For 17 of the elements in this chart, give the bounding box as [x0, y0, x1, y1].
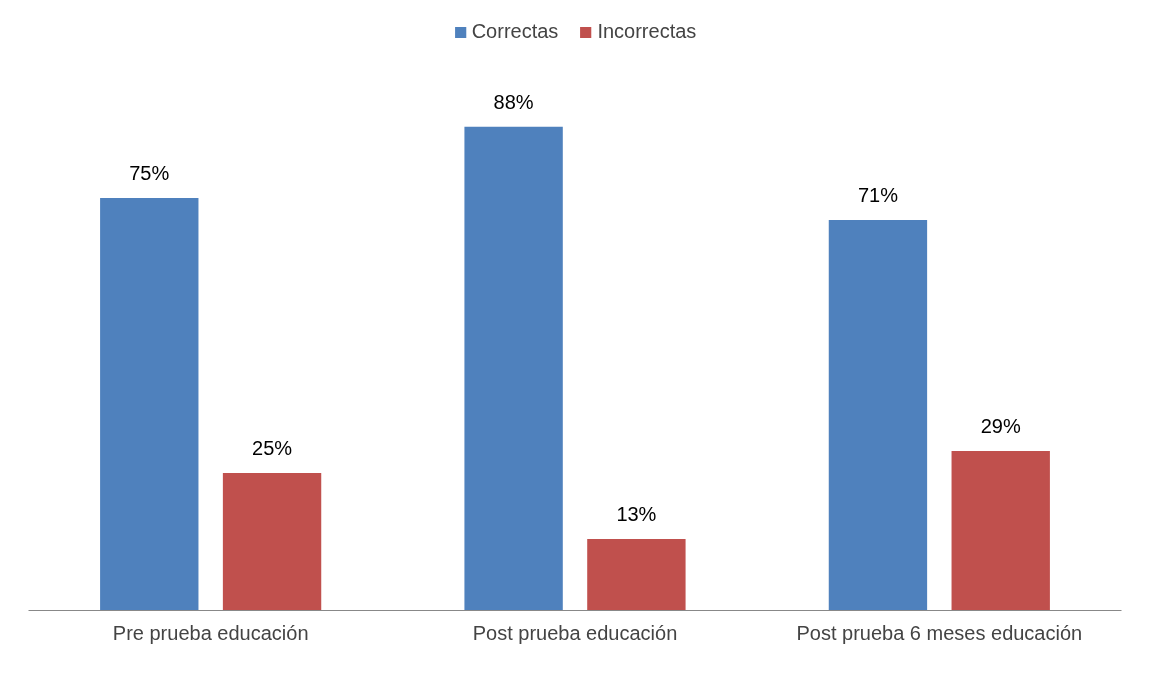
x-tick-label: Post prueba 6 meses educación — [796, 621, 1083, 644]
x-tick-label: Pre prueba educación — [112, 621, 309, 644]
bar — [100, 198, 199, 611]
data-label: 71% — [857, 184, 899, 207]
data-label: 75% — [129, 162, 170, 185]
bar — [464, 126, 563, 611]
bar — [951, 451, 1050, 611]
bar — [222, 473, 322, 611]
x-tick-label: Post prueba educación — [472, 621, 678, 644]
legend-label: Incorrectas — [597, 20, 697, 43]
legend-label: Correctas — [471, 20, 559, 43]
bar — [587, 539, 686, 611]
bar — [828, 220, 928, 611]
data-label: 29% — [980, 415, 1021, 438]
data-label: 88% — [493, 90, 534, 113]
data-label: 13% — [616, 503, 657, 526]
data-label: 25% — [252, 437, 293, 460]
